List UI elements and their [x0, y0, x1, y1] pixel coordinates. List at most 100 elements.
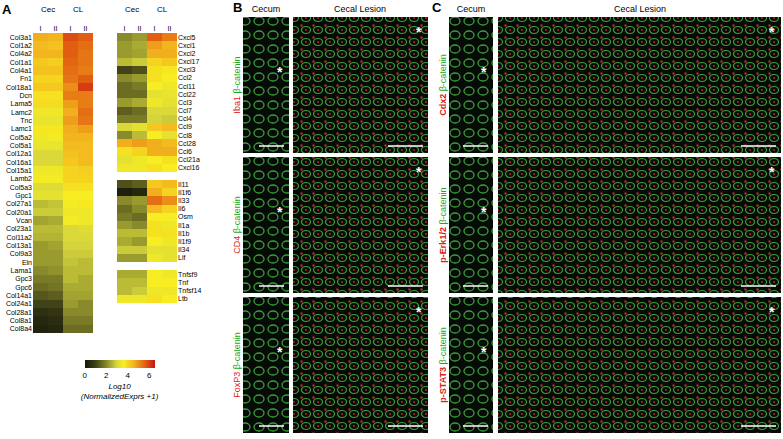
svg-text:*: * — [769, 24, 775, 40]
svg-text:Lama1: Lama1 — [11, 267, 33, 274]
svg-text:Ccl6: Ccl6 — [178, 148, 192, 155]
svg-text:Col8a1: Col8a1 — [10, 317, 32, 324]
svg-text:Cxcl16: Cxcl16 — [178, 164, 200, 171]
svg-text:Ccl9: Ccl9 — [178, 123, 192, 130]
svg-text:Cxcl5: Cxcl5 — [178, 34, 196, 41]
svg-text:Cecal Lesion: Cecal Lesion — [614, 4, 666, 14]
svg-text:Tnf: Tnf — [178, 279, 188, 286]
svg-text:I: I — [154, 25, 156, 32]
svg-text:Il1a: Il1a — [178, 222, 189, 229]
svg-text:Il33: Il33 — [178, 197, 189, 204]
svg-text:Cec: Cec — [41, 5, 55, 14]
svg-text:Cxcl2: Cxcl2 — [178, 50, 196, 57]
svg-text:*: * — [277, 64, 283, 80]
svg-text:*: * — [769, 164, 775, 180]
svg-text:A: A — [2, 2, 12, 17]
svg-text:6: 6 — [147, 371, 152, 380]
svg-text:Col15a1: Col15a1 — [6, 167, 32, 174]
svg-text:Il6: Il6 — [178, 205, 186, 212]
svg-text:Ccl2: Ccl2 — [178, 74, 192, 81]
svg-text:Tnfsf9: Tnfsf9 — [178, 271, 198, 278]
svg-text:Col11a2: Col11a2 — [6, 234, 32, 241]
svg-text:I: I — [124, 25, 126, 32]
svg-text:Cxcl3: Cxcl3 — [178, 66, 196, 73]
svg-text:Cxcl1: Cxcl1 — [178, 42, 196, 49]
svg-text:Ccl21a: Ccl21a — [178, 156, 200, 163]
svg-text:Col8a4: Col8a4 — [10, 325, 32, 332]
svg-text:Col12a1: Col12a1 — [6, 150, 32, 157]
svg-text:Col5a2: Col5a2 — [10, 134, 32, 141]
svg-text:Ccl28: Ccl28 — [178, 140, 196, 147]
svg-text:Col24a1: Col24a1 — [6, 300, 32, 307]
svg-text:Col28a1: Col28a1 — [6, 309, 32, 316]
svg-text:Col3a1: Col3a1 — [10, 34, 32, 41]
svg-text:Ccl4: Ccl4 — [178, 115, 192, 122]
svg-text:Log10(NormalizedExprs +1): Log10(NormalizedExprs +1) — [81, 382, 159, 401]
svg-text:II: II — [168, 25, 172, 32]
svg-text:B: B — [233, 0, 242, 15]
svg-text:Col18a1: Col18a1 — [6, 84, 32, 91]
svg-text:Il1f9: Il1f9 — [178, 238, 191, 245]
svg-text:Il11: Il11 — [178, 181, 189, 188]
svg-text:Dcn: Dcn — [20, 92, 33, 99]
svg-text:FoxP3 β-catenin: FoxP3 β-catenin — [232, 332, 242, 398]
svg-text:II: II — [54, 25, 58, 32]
svg-text:Iba1 β-catenin: Iba1 β-catenin — [232, 56, 242, 113]
svg-text:Ccl8: Ccl8 — [178, 132, 192, 139]
svg-text:CL: CL — [157, 5, 168, 14]
svg-text:Lamb2: Lamb2 — [11, 175, 33, 182]
svg-text:0: 0 — [82, 371, 87, 380]
svg-text:Ccl22: Ccl22 — [178, 91, 196, 98]
svg-text:Cec: Cec — [125, 5, 139, 14]
svg-text:*: * — [277, 204, 283, 220]
svg-text:*: * — [481, 344, 487, 360]
svg-text:Gpc1: Gpc1 — [15, 192, 32, 200]
svg-text:Tnfsf14: Tnfsf14 — [178, 287, 201, 294]
svg-text:*: * — [769, 304, 775, 320]
svg-text:C: C — [432, 0, 442, 15]
svg-text:Cxcl17: Cxcl17 — [178, 58, 200, 65]
svg-text:Osm: Osm — [178, 213, 193, 220]
svg-text:II: II — [138, 25, 142, 32]
svg-text:Lama5: Lama5 — [11, 100, 33, 107]
svg-text:Fn1: Fn1 — [20, 75, 32, 82]
svg-text:Cdx2 β-catenin: Cdx2 β-catenin — [438, 54, 448, 116]
svg-text:Cecum: Cecum — [457, 4, 486, 14]
svg-text:p-STAT3 β-catenin: p-STAT3 β-catenin — [438, 327, 448, 402]
svg-text:Col16a1: Col16a1 — [6, 159, 32, 166]
svg-text:Col13a1: Col13a1 — [6, 242, 32, 249]
svg-text:Il1b: Il1b — [178, 230, 189, 237]
svg-text:Tnc: Tnc — [20, 117, 32, 124]
svg-text:Il34: Il34 — [178, 246, 189, 253]
svg-text:I: I — [70, 25, 72, 32]
svg-text:Cecal Lesion: Cecal Lesion — [334, 4, 386, 14]
svg-text:I: I — [40, 25, 42, 32]
svg-text:Il1f6: Il1f6 — [178, 189, 191, 196]
svg-text:Col23a1: Col23a1 — [6, 225, 32, 232]
svg-text:Eln: Eln — [22, 259, 32, 266]
svg-text:2: 2 — [104, 371, 109, 380]
svg-text:Col1a2: Col1a2 — [10, 42, 32, 49]
svg-text:Lamc1: Lamc1 — [11, 125, 32, 132]
svg-text:Vcan: Vcan — [16, 217, 32, 224]
svg-text:p-Erk1/2 β-catenin: p-Erk1/2 β-catenin — [438, 187, 448, 262]
svg-text:Gpc3: Gpc3 — [15, 275, 32, 283]
svg-text:Ccl11: Ccl11 — [178, 83, 195, 90]
svg-text:Ccl7: Ccl7 — [178, 107, 192, 114]
svg-text:*: * — [481, 64, 487, 80]
svg-text:Col14a1: Col14a1 — [6, 292, 32, 299]
svg-text:Lamc2: Lamc2 — [11, 109, 32, 116]
svg-text:*: * — [277, 344, 283, 360]
svg-text:Col27a1: Col27a1 — [6, 200, 32, 207]
svg-text:*: * — [481, 204, 487, 220]
svg-text:Cecum: Cecum — [252, 4, 281, 14]
svg-text:Gpc6: Gpc6 — [15, 284, 32, 292]
svg-text:Ccl3: Ccl3 — [178, 99, 192, 106]
svg-text:Col1a1: Col1a1 — [10, 59, 32, 66]
svg-text:Col5a3: Col5a3 — [10, 184, 32, 191]
svg-text:*: * — [416, 24, 422, 40]
svg-text:4: 4 — [125, 371, 130, 380]
svg-text:Col4a2: Col4a2 — [10, 50, 32, 57]
svg-text:II: II — [84, 25, 88, 32]
svg-text:Col9a3: Col9a3 — [10, 250, 32, 257]
